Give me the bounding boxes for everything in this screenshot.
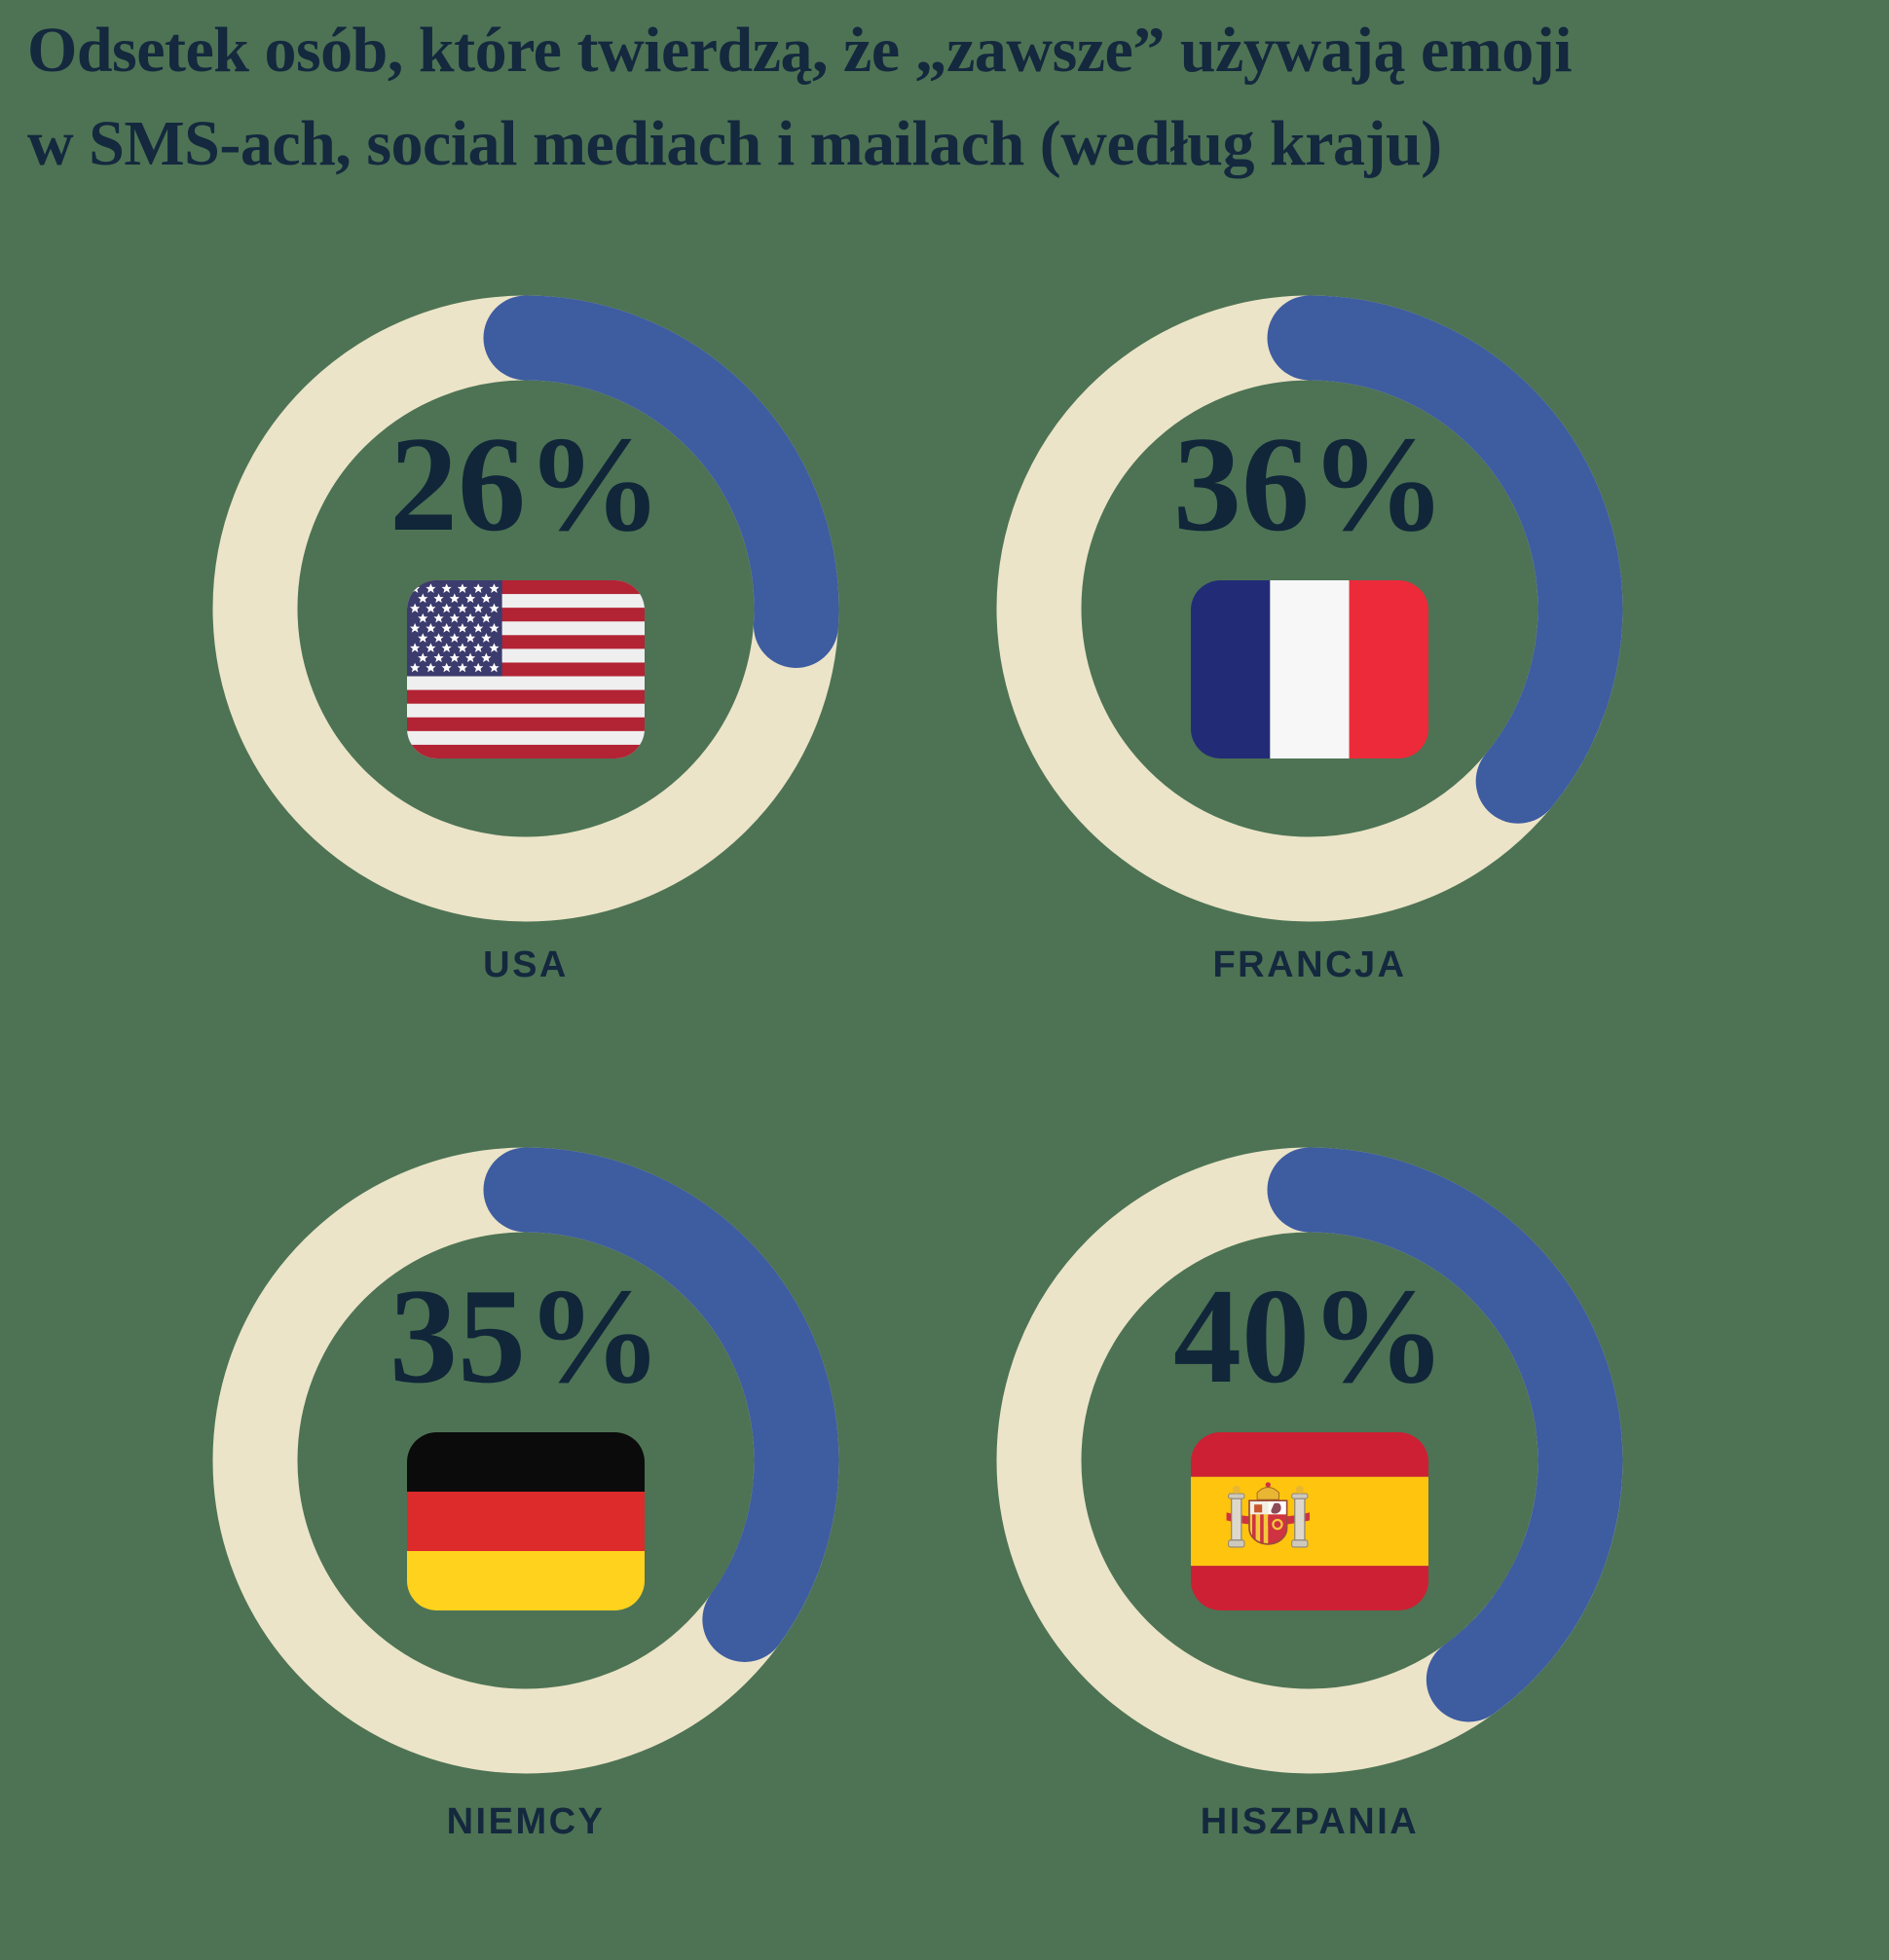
donut-arc (996, 295, 1623, 922)
donut-germany: 35% (209, 1144, 842, 1777)
country-label-france: FRANCJA (1212, 944, 1407, 985)
spain-coat-of-arms-icon (1226, 1482, 1310, 1548)
france-flag-icon (1191, 580, 1428, 758)
germany-flag-icon (407, 1432, 645, 1610)
donut-arc (212, 1147, 839, 1774)
percent-value-france: 36% (1173, 409, 1446, 560)
country-label-spain: HISZPANIA (1200, 1801, 1420, 1842)
donut-arc (996, 1147, 1623, 1774)
chart-title: Odsetek osób, które twierdzą, że „zawsze… (27, 4, 1858, 190)
percent-value-spain: 40% (1173, 1261, 1446, 1412)
donut-arc (212, 295, 839, 922)
donut-spain: 40% (993, 1144, 1626, 1777)
donut-france: 36% (993, 292, 1626, 925)
country-label-germany: NIEMCY (446, 1801, 606, 1842)
percent-value-usa: 26% (389, 409, 662, 560)
chart-title-line1: Odsetek osób, które twierdzą, że „zawsze… (27, 15, 1573, 86)
donut-usa: 26% (209, 292, 842, 925)
donut-ring-spain (996, 1147, 1623, 1774)
donut-ring-usa (212, 295, 839, 922)
donut-ring-germany (212, 1147, 839, 1774)
usa-flag-icon (407, 580, 645, 758)
country-label-usa: USA (483, 944, 569, 985)
donut-ring-france (996, 295, 1623, 922)
chart-title-line2: w SMS-ach, social mediach i mailach (wed… (27, 107, 1442, 179)
percent-value-germany: 35% (389, 1261, 662, 1412)
spain-flag-icon (1191, 1432, 1428, 1610)
